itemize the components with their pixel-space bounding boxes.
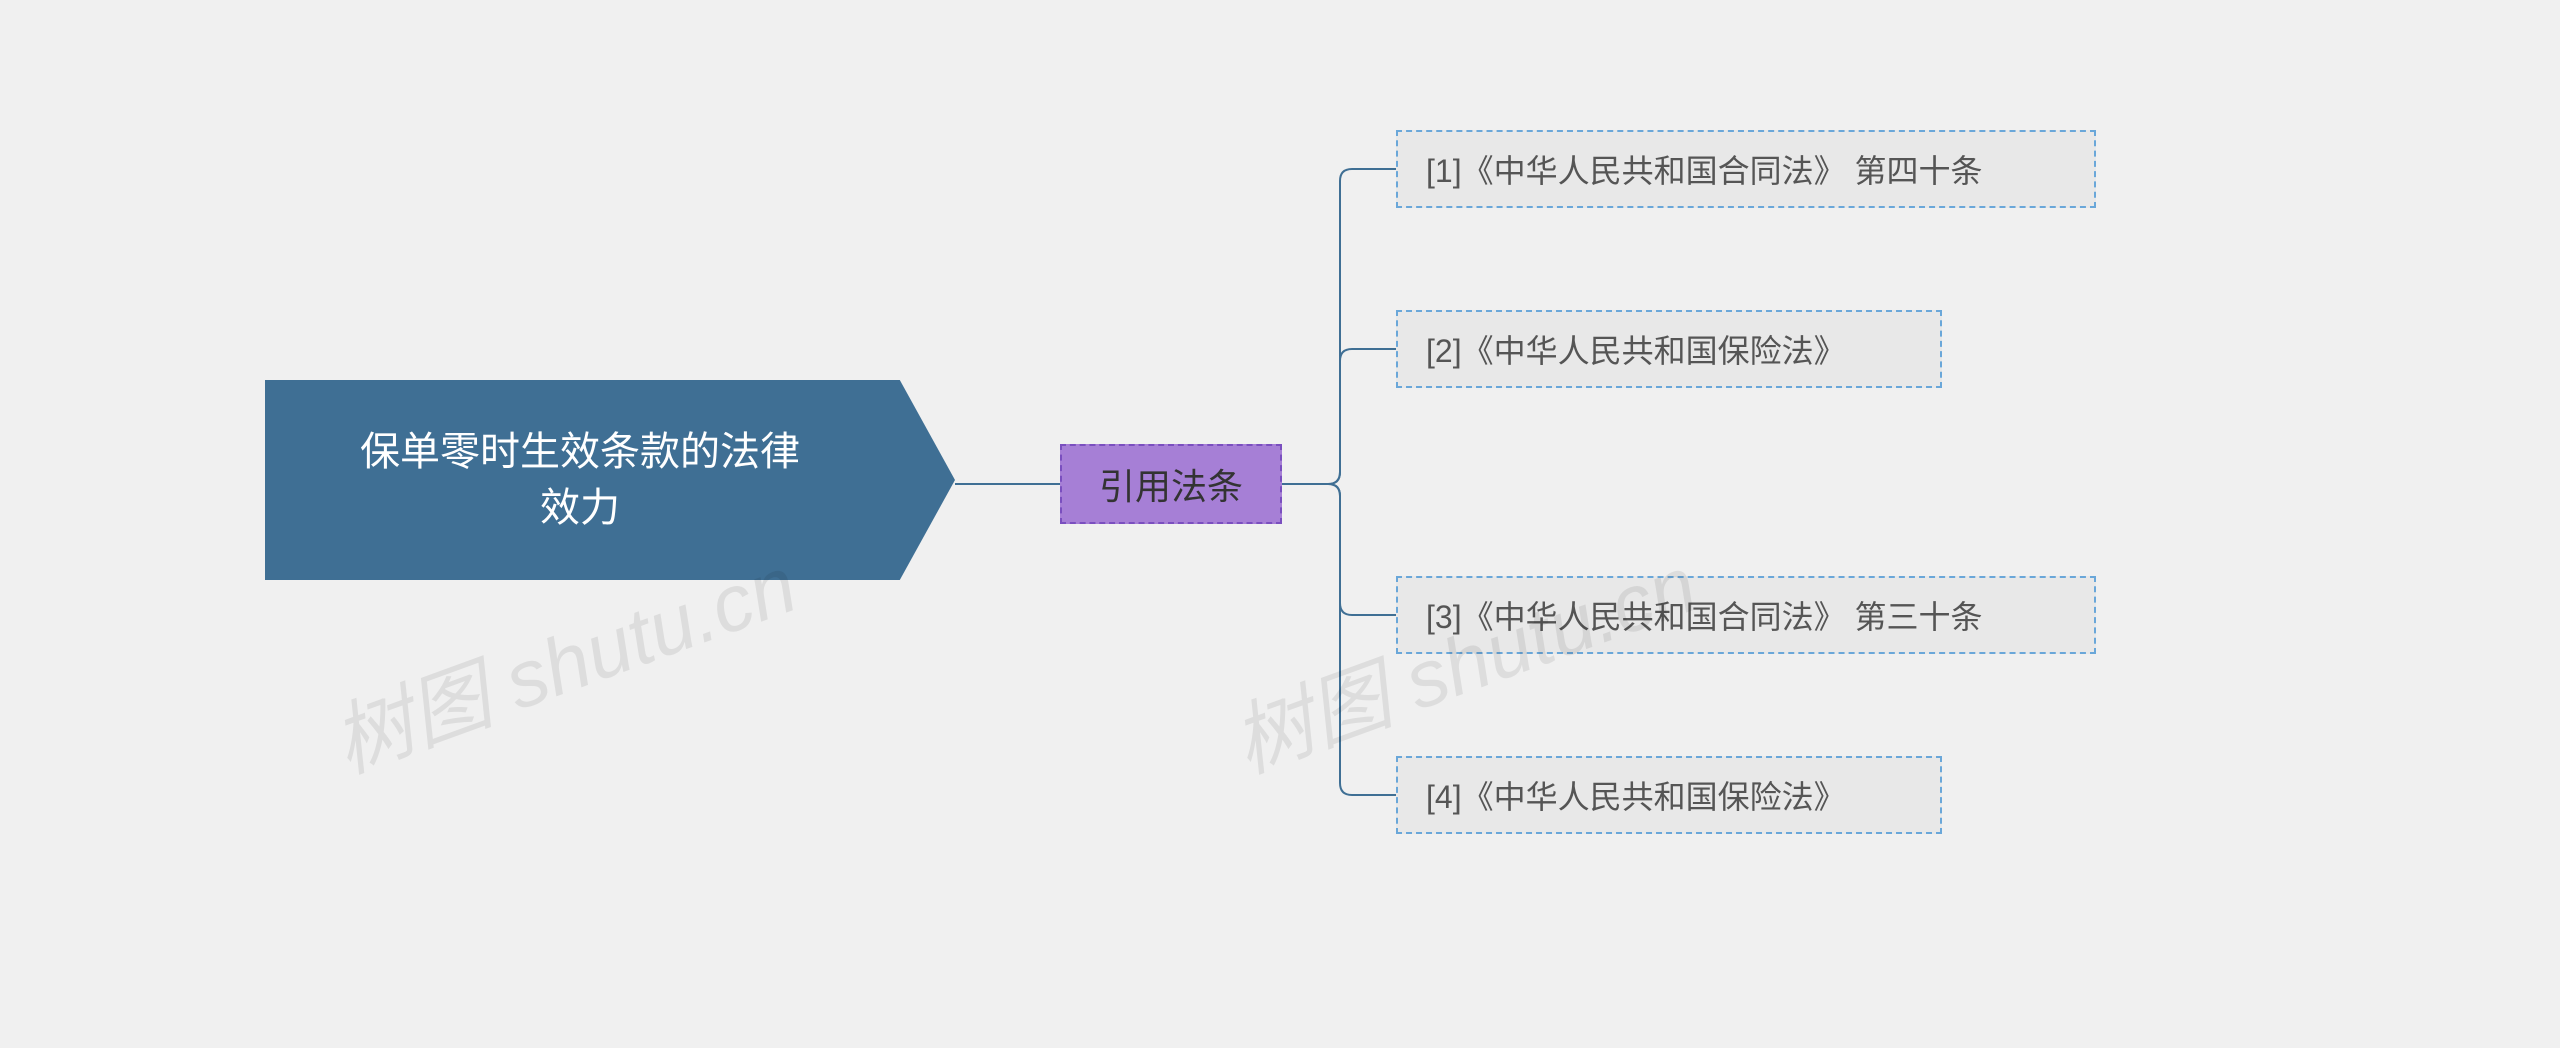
leaf-label: [3]《中华人民共和国合同法》 第三十条 xyxy=(1426,592,1982,638)
leaf-label: [4]《中华人民共和国保险法》 xyxy=(1426,772,1846,818)
root-label: 保单零时生效条款的法律 效力 xyxy=(360,424,800,536)
leaf-node-0[interactable]: [1]《中华人民共和国合同法》 第四十条 xyxy=(1396,130,2096,208)
watermark-1: 树图 shutu.cn xyxy=(1215,521,1710,796)
intermediate-node[interactable]: 引用法条 xyxy=(1060,444,1282,524)
leaf-node-2[interactable]: [3]《中华人民共和国合同法》 第三十条 xyxy=(1396,576,2096,654)
leaf-label: [1]《中华人民共和国合同法》 第四十条 xyxy=(1426,146,1982,192)
leaf-node-1[interactable]: [2]《中华人民共和国保险法》 xyxy=(1396,310,1942,388)
intermediate-label: 引用法条 xyxy=(1099,458,1243,510)
root-node[interactable]: 保单零时生效条款的法律 效力 xyxy=(265,380,955,580)
leaf-node-3[interactable]: [4]《中华人民共和国保险法》 xyxy=(1396,756,1942,834)
leaf-label: [2]《中华人民共和国保险法》 xyxy=(1426,326,1846,372)
